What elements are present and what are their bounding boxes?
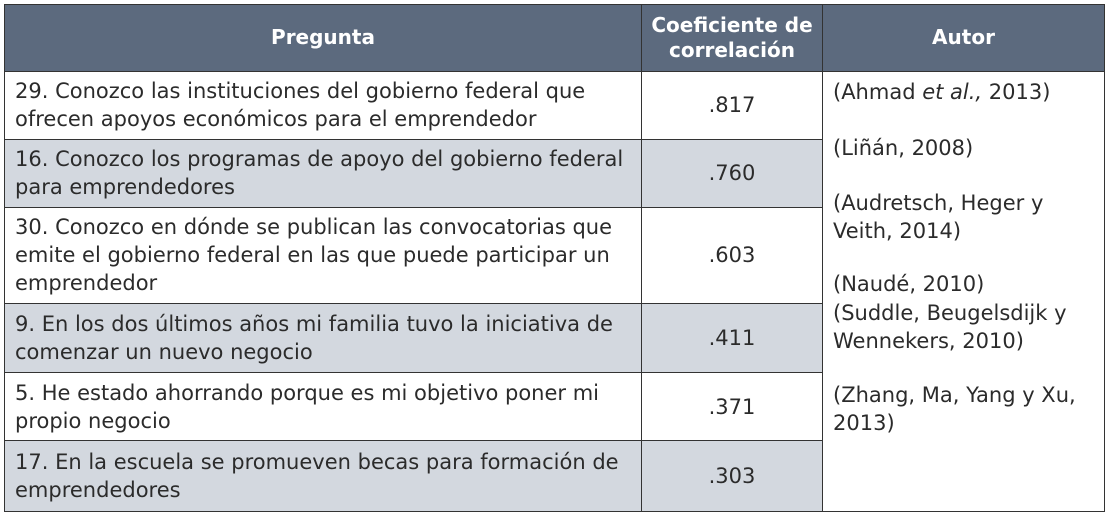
question-cell: 17. En la escuela se promueven becas par… <box>4 440 642 512</box>
author-citation-etal: et al., <box>922 79 983 104</box>
author-citation: (Liñán, 2008) <box>833 135 974 160</box>
question-cell: 30. Conozco en dónde se publican las con… <box>4 206 642 305</box>
coefficient-cell: .371 <box>641 371 823 442</box>
table-row: 9. En los dos últimos años mi familia tu… <box>4 303 1105 373</box>
coefficient-cell: .760 <box>641 139 823 208</box>
author-citation: (Audretsch, Heger y Veith, 2014) <box>833 190 1044 243</box>
table-row: 30. Conozco en dónde se publican las con… <box>4 206 1105 305</box>
header-coefficient-line1: Coeficiente de <box>651 12 813 37</box>
table-row: 17. En la escuela se promueven becas par… <box>4 440 1105 512</box>
author-citation: (Ahmad et al., 2013) <box>833 78 1094 106</box>
header-coefficient-line2: correlación <box>669 37 795 62</box>
question-cell: 5. He estado ahorrando porque es mi obje… <box>4 371 642 442</box>
coefficient-cell: .817 <box>641 70 823 141</box>
header-question: Pregunta <box>4 4 642 72</box>
coefficient-cell: .603 <box>641 206 823 305</box>
coefficient-cell: .411 <box>641 303 823 373</box>
table-row: 5. He estado ahorrando porque es mi obje… <box>4 371 1105 442</box>
author-list: (Ahmad et al., 2013) (Liñán, 2008) (Audr… <box>823 72 1104 511</box>
header-row: Pregunta Coeficiente de correlación Auto… <box>4 4 1105 72</box>
question-cell: 16. Conozco los programas de apoyo del g… <box>4 139 642 208</box>
question-cell: 29. Conozco las instituciones del gobier… <box>4 70 642 141</box>
table-row: 29. Conozco las instituciones del gobier… <box>4 70 1105 513</box>
author-cell: (Ahmad et al., 2013) (Liñán, 2008) (Audr… <box>822 70 1105 513</box>
author-citation-year: 2013) <box>982 79 1051 104</box>
header-coefficient: Coeficiente de correlación <box>641 4 823 72</box>
question-cell: 9. En los dos últimos años mi familia tu… <box>4 303 642 373</box>
correlation-table: Pregunta Coeficiente de correlación Auto… <box>4 4 1105 513</box>
author-citation: (Zhang, Ma, Yang y Xu, 2013) <box>833 382 1076 435</box>
author-citation: (Naudé, 2010) <box>833 271 985 296</box>
author-citation: (Suddle, Beugelsdijk y Wennekers, 2010) <box>833 300 1067 353</box>
table-row: 16. Conozco los programas de apoyo del g… <box>4 139 1105 208</box>
header-author: Autor <box>822 4 1105 72</box>
author-citation-text: (Ahmad <box>833 79 923 104</box>
coefficient-cell: .303 <box>641 440 823 512</box>
